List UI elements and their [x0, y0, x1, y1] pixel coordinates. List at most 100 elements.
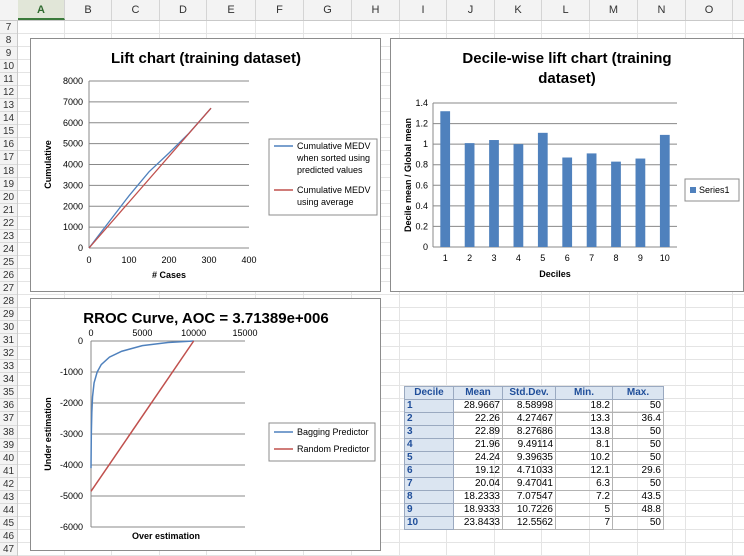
table-cell[interactable]: 7.07547	[502, 490, 556, 504]
row-header-46[interactable]: 46	[0, 530, 17, 543]
table-cell[interactable]: 10.2	[555, 451, 613, 465]
row-header-20[interactable]: 20	[0, 191, 17, 204]
table-cell[interactable]: 8	[404, 490, 454, 504]
table-cell[interactable]: 29.6	[612, 464, 664, 478]
column-header-b[interactable]: B	[65, 0, 112, 20]
row-header-10[interactable]: 10	[0, 60, 17, 74]
table-cell[interactable]: 7	[404, 477, 454, 491]
column-header-c[interactable]: C	[112, 0, 160, 20]
table-cell[interactable]: 12.5562	[502, 516, 556, 530]
column-header-f[interactable]: F	[256, 0, 304, 20]
column-header-j[interactable]: J	[447, 0, 495, 20]
row-header-42[interactable]: 42	[0, 478, 17, 491]
table-cell[interactable]: 50	[612, 399, 664, 413]
row-header-13[interactable]: 13	[0, 99, 17, 113]
row-header-24[interactable]: 24	[0, 243, 17, 256]
row-header-17[interactable]: 17	[0, 151, 17, 165]
column-header-e[interactable]: E	[207, 0, 256, 20]
table-cell[interactable]: 7.2	[555, 490, 613, 504]
table-cell[interactable]: 22.26	[453, 412, 503, 426]
table-cell[interactable]: 9	[404, 503, 454, 517]
row-header-16[interactable]: 16	[0, 138, 17, 152]
rroc-curve-chart[interactable]: RROC Curve, AOC = 3.71389e+006 0 -1000 -200…	[30, 298, 381, 551]
column-header-a[interactable]: A	[18, 0, 65, 20]
table-cell[interactable]: 8.27686	[502, 425, 556, 439]
table-cell[interactable]: 10	[404, 516, 454, 530]
row-header-40[interactable]: 40	[0, 452, 17, 465]
row-header-33[interactable]: 33	[0, 360, 17, 374]
table-cell[interactable]: 19.12	[453, 464, 503, 478]
row-header-9[interactable]: 9	[0, 47, 17, 61]
row-header-11[interactable]: 11	[0, 73, 17, 87]
table-cell[interactable]: 12.1	[555, 464, 613, 478]
column-header-l[interactable]: L	[542, 0, 590, 20]
row-header-32[interactable]: 32	[0, 347, 17, 361]
table-cell[interactable]: 50	[612, 477, 664, 491]
row-header-23[interactable]: 23	[0, 230, 17, 243]
table-cell[interactable]: 23.8433	[453, 516, 503, 530]
row-header-26[interactable]: 26	[0, 269, 17, 282]
table-cell[interactable]: 8.1	[555, 438, 613, 452]
table-cell[interactable]: 43.5	[612, 490, 664, 504]
row-header-35[interactable]: 35	[0, 386, 17, 400]
row-header-22[interactable]: 22	[0, 217, 17, 230]
row-header-28[interactable]: 28	[0, 295, 17, 309]
table-cell[interactable]: 5	[555, 503, 613, 517]
table-cell[interactable]: 20.04	[453, 477, 503, 491]
table-cell[interactable]: 10.7226	[502, 503, 556, 517]
decile-lift-chart[interactable]: Decile-wise lift chart (training dataset)…	[390, 38, 744, 292]
row-header-29[interactable]: 29	[0, 308, 17, 322]
column-header-h[interactable]: H	[352, 0, 400, 20]
table-cell[interactable]: 7	[555, 516, 613, 530]
table-cell[interactable]: 18.9333	[453, 503, 503, 517]
column-header-o[interactable]: O	[686, 0, 733, 20]
table-cell[interactable]: 22.89	[453, 425, 503, 439]
row-header-15[interactable]: 15	[0, 125, 17, 139]
table-cell[interactable]: 48.8	[612, 503, 664, 517]
column-header-n[interactable]: N	[638, 0, 686, 20]
table-cell[interactable]: 36.4	[612, 412, 664, 426]
row-header-31[interactable]: 31	[0, 334, 17, 348]
table-cell[interactable]: 50	[612, 438, 664, 452]
table-cell[interactable]: 3	[404, 425, 454, 439]
table-cell[interactable]: 6.3	[555, 477, 613, 491]
table-cell[interactable]: 13.3	[555, 412, 613, 426]
row-header-36[interactable]: 36	[0, 399, 17, 413]
table-cell[interactable]: 4.27467	[502, 412, 556, 426]
row-header-34[interactable]: 34	[0, 373, 17, 387]
row-header-43[interactable]: 43	[0, 491, 17, 504]
table-cell[interactable]: 2	[404, 412, 454, 426]
row-header-25[interactable]: 25	[0, 256, 17, 269]
row-header-37[interactable]: 37	[0, 412, 17, 426]
table-cell[interactable]: 4	[404, 438, 454, 452]
table-cell[interactable]: 24.24	[453, 451, 503, 465]
row-header-41[interactable]: 41	[0, 465, 17, 478]
row-header-30[interactable]: 30	[0, 321, 17, 335]
table-cell[interactable]: 5	[404, 451, 454, 465]
table-cell[interactable]: 13.8	[555, 425, 613, 439]
column-header-i[interactable]: I	[400, 0, 447, 20]
table-cell[interactable]: 50	[612, 516, 664, 530]
table-cell[interactable]: 9.47041	[502, 477, 556, 491]
row-header-44[interactable]: 44	[0, 504, 17, 517]
row-header-8[interactable]: 8	[0, 34, 17, 48]
table-cell[interactable]: 50	[612, 451, 664, 465]
row-header-45[interactable]: 45	[0, 517, 17, 530]
table-cell[interactable]: 28.9667	[453, 399, 503, 413]
table-cell[interactable]: 21.96	[453, 438, 503, 452]
column-header-g[interactable]: G	[304, 0, 352, 20]
table-cell[interactable]: 4.71033	[502, 464, 556, 478]
row-header-27[interactable]: 27	[0, 282, 17, 296]
lift-chart[interactable]: Lift chart (training dataset) 0 1000 2000 30…	[30, 38, 381, 292]
column-header-m[interactable]: M	[590, 0, 638, 20]
row-header-39[interactable]: 39	[0, 439, 17, 452]
column-header-d[interactable]: D	[160, 0, 207, 20]
row-header-12[interactable]: 12	[0, 86, 17, 100]
row-header-19[interactable]: 19	[0, 178, 17, 191]
row-header-18[interactable]: 18	[0, 165, 17, 178]
table-cell[interactable]: 6	[404, 464, 454, 478]
table-cell[interactable]: 18.2333	[453, 490, 503, 504]
table-cell[interactable]: 18.2	[555, 399, 613, 413]
row-header-38[interactable]: 38	[0, 426, 17, 439]
row-header-7[interactable]: 7	[0, 21, 17, 35]
